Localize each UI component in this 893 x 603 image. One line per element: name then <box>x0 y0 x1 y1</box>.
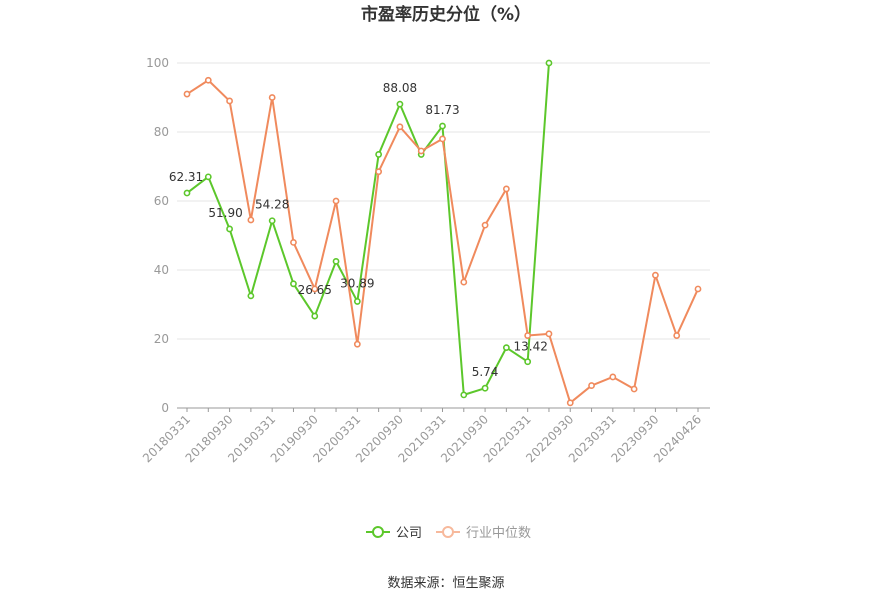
data-point[interactable] <box>204 76 212 84</box>
data-label: 51.90 <box>208 206 242 220</box>
data-point[interactable] <box>375 151 383 158</box>
legend[interactable]: 公司 行业中位数 <box>366 526 531 541</box>
data-source: 数据来源：恒生聚源 <box>387 576 504 591</box>
data-point[interactable] <box>311 285 319 293</box>
data-point[interactable] <box>439 122 446 130</box>
data-labels: 62.31 51.90 54.28 26.65 30.89 88.08 81.73 5.74 1… <box>169 81 548 379</box>
data-label: 88.08 <box>383 81 417 95</box>
data-point[interactable] <box>290 280 297 288</box>
series-group <box>183 59 702 407</box>
data-point[interactable] <box>204 173 212 181</box>
data-point[interactable] <box>183 90 191 98</box>
series-company <box>183 59 553 399</box>
data-point[interactable] <box>247 216 255 224</box>
data-label: 62.31 <box>169 170 203 184</box>
data-point[interactable] <box>502 344 510 352</box>
legend-marker-industry <box>442 526 454 538</box>
data-point[interactable] <box>268 94 276 101</box>
x-axis: 2018033120180930201903312019093020200331… <box>140 407 710 465</box>
data-point[interactable] <box>566 399 574 407</box>
data-point[interactable] <box>396 123 404 131</box>
data-label: 13.42 <box>513 340 547 354</box>
series-line <box>186 62 550 396</box>
data-point[interactable] <box>524 332 532 339</box>
data-point[interactable] <box>460 278 468 286</box>
data-point[interactable] <box>375 168 383 176</box>
legend-item-industry[interactable]: 行业中位数 <box>436 526 531 541</box>
data-label: 26.65 <box>298 283 332 297</box>
data-point[interactable] <box>226 97 233 105</box>
series-industry-median <box>183 76 702 407</box>
data-point[interactable] <box>481 221 489 229</box>
data-point[interactable] <box>268 217 276 225</box>
y-tick-label: 80 <box>154 125 169 139</box>
data-point[interactable] <box>652 271 659 279</box>
legend-item-company[interactable]: 公司 <box>366 526 422 541</box>
chart-title: 市盈率历史分位（%） <box>361 4 531 25</box>
legend-label-company: 公司 <box>396 526 422 541</box>
y-tick-label: 0 <box>161 401 169 415</box>
data-point[interactable] <box>694 285 702 293</box>
data-point[interactable] <box>353 298 361 305</box>
data-point[interactable] <box>226 225 233 233</box>
data-point[interactable] <box>417 147 425 155</box>
data-point[interactable] <box>588 382 595 389</box>
data-point[interactable] <box>332 257 340 265</box>
data-label: 5.74 <box>472 365 499 379</box>
data-point[interactable] <box>481 384 489 392</box>
legend-marker-company <box>372 526 384 538</box>
data-point[interactable] <box>247 292 255 300</box>
data-point[interactable] <box>396 100 404 108</box>
data-point[interactable] <box>545 59 553 67</box>
data-point[interactable] <box>630 385 638 393</box>
data-label: 81.73 <box>425 103 459 117</box>
y-tick-label: 60 <box>154 194 169 208</box>
y-tick-label: 20 <box>154 332 169 346</box>
data-label: 54.28 <box>255 198 289 212</box>
data-label: 30.89 <box>340 276 374 290</box>
data-point[interactable] <box>290 238 297 246</box>
data-point[interactable] <box>673 332 681 339</box>
legend-label-industry: 行业中位数 <box>466 526 531 541</box>
data-point[interactable] <box>353 340 361 348</box>
data-point[interactable] <box>460 391 468 399</box>
data-point[interactable] <box>545 330 553 338</box>
y-tick-label: 100 <box>146 56 169 70</box>
data-point[interactable] <box>609 373 617 381</box>
data-point[interactable] <box>439 135 446 143</box>
data-point[interactable] <box>524 358 532 366</box>
data-point[interactable] <box>183 189 191 197</box>
data-point[interactable] <box>311 312 319 320</box>
data-point[interactable] <box>502 185 510 193</box>
y-tick-label: 40 <box>154 263 169 277</box>
data-point[interactable] <box>332 197 340 205</box>
y-axis: 0 20 40 60 80 100 <box>146 56 169 415</box>
